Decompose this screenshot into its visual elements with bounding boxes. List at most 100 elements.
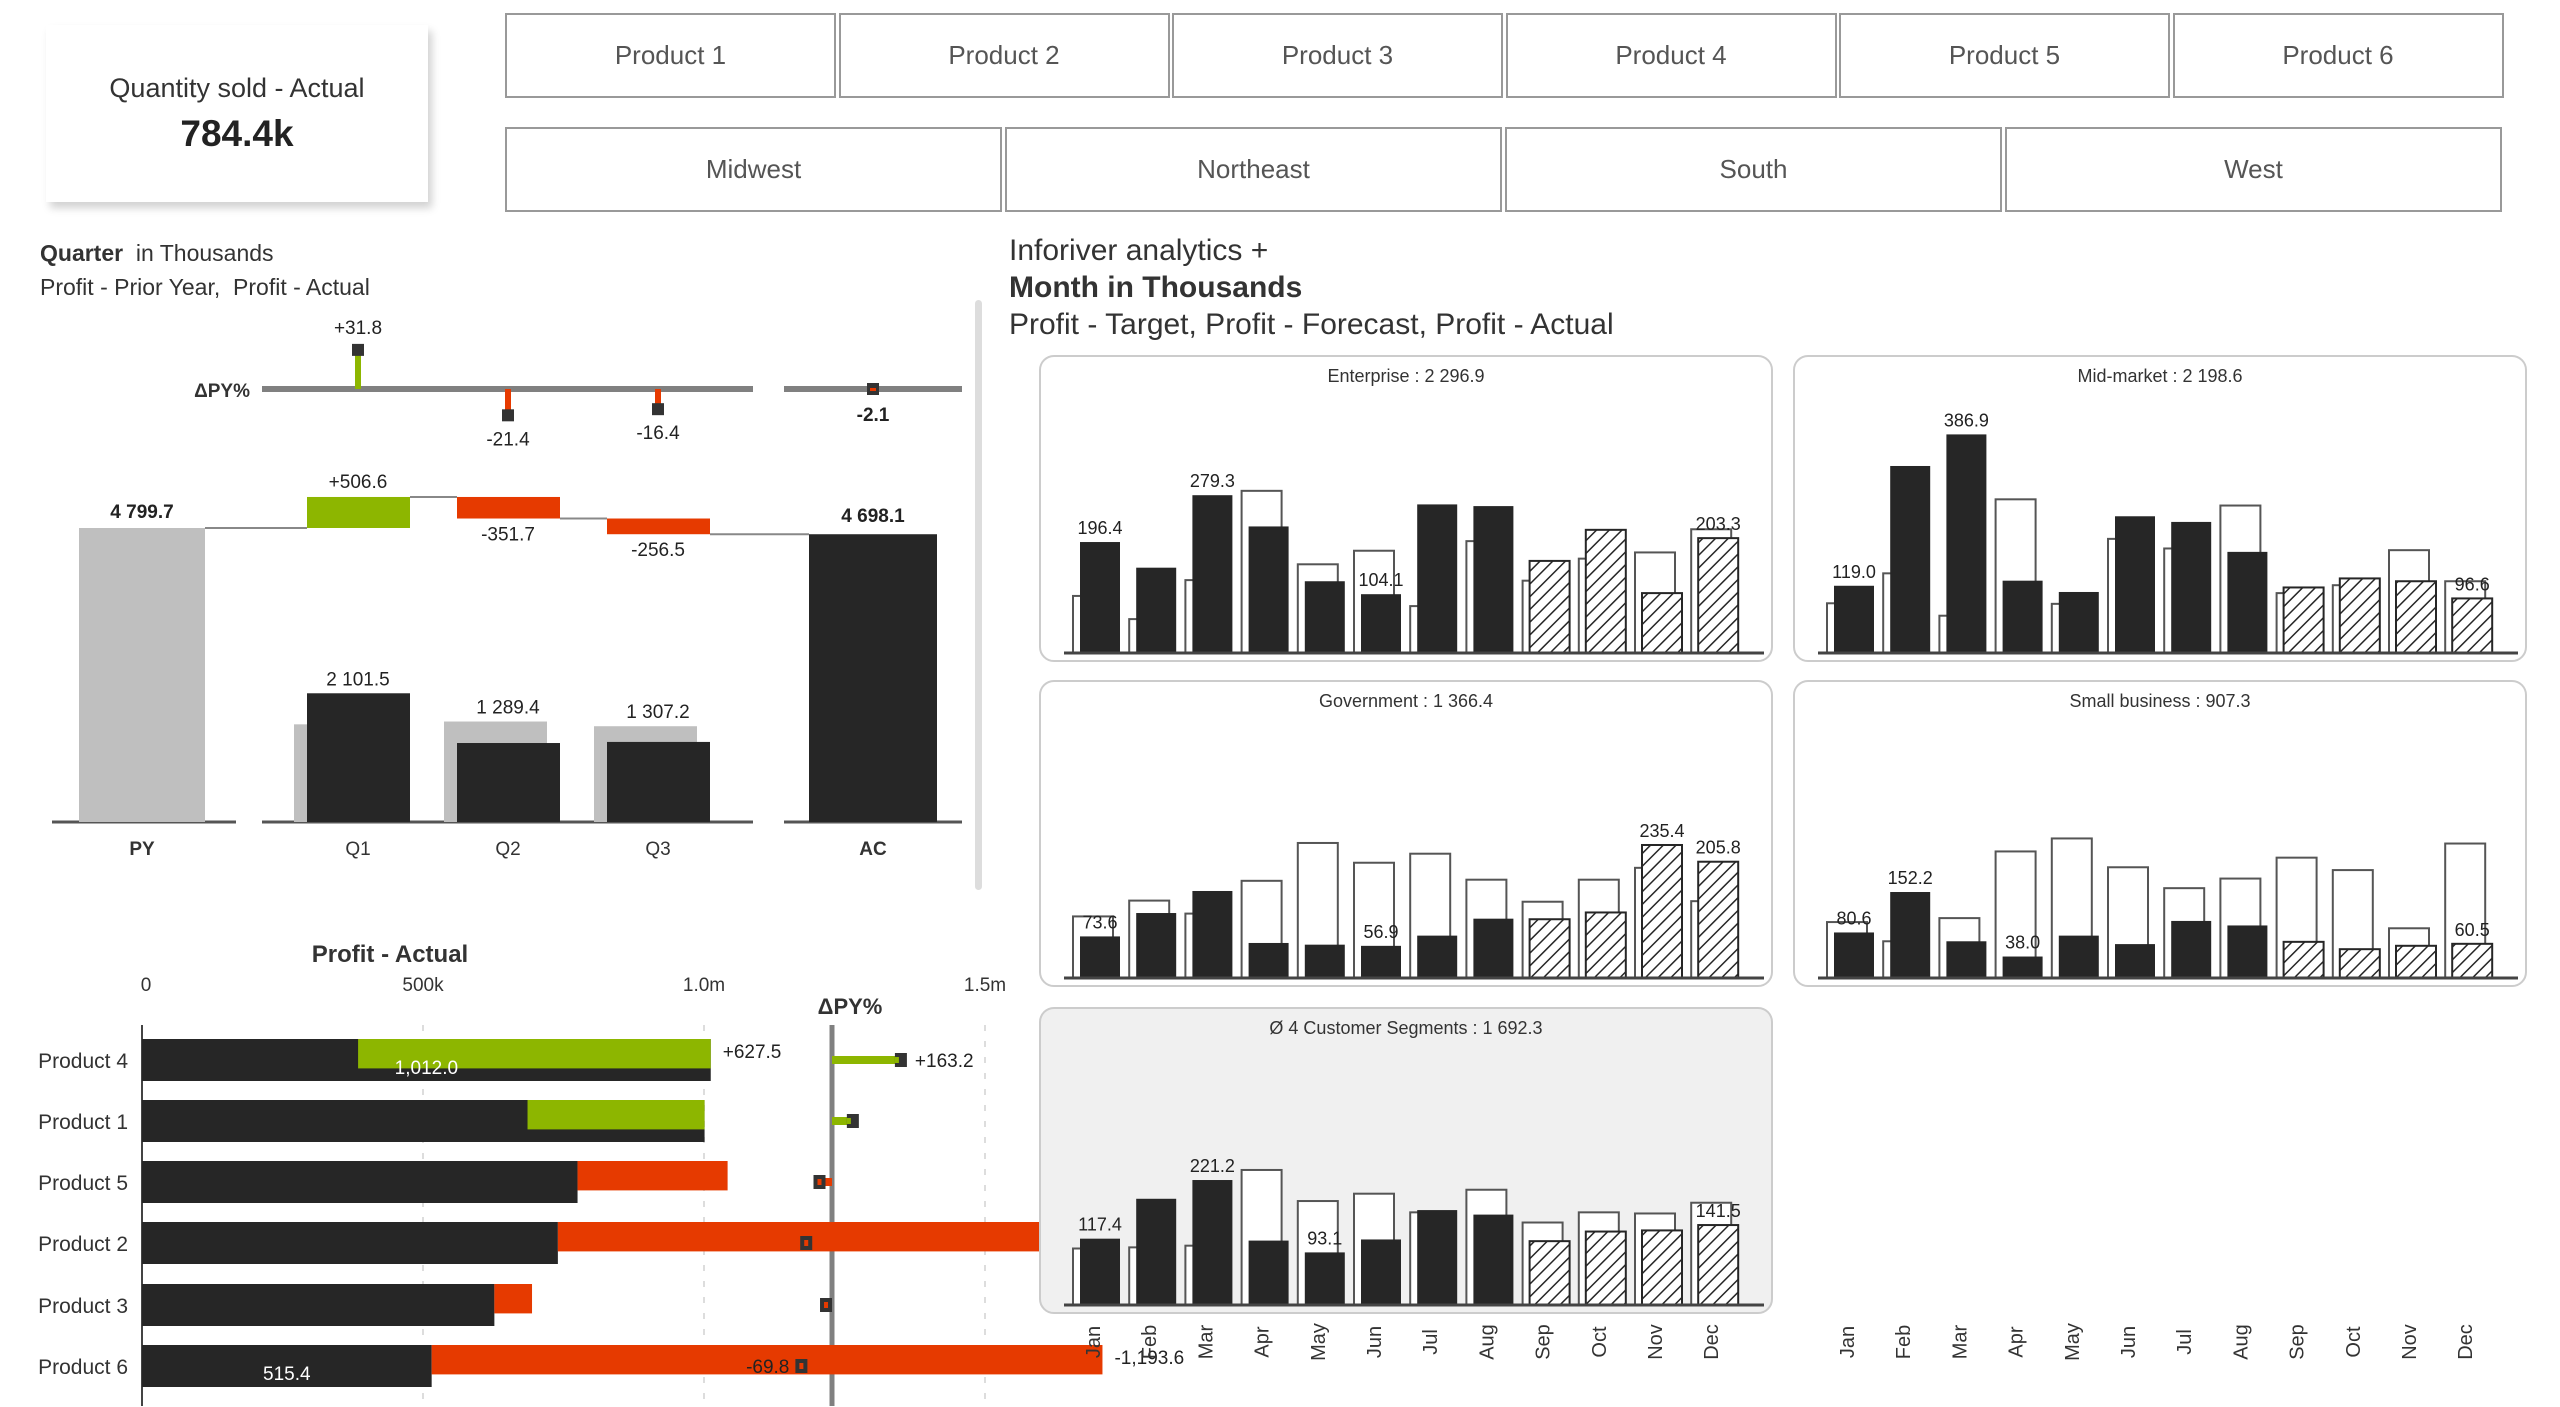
month-label: Sep xyxy=(1533,1324,1555,1360)
kpi-title: Quantity sold - Actual xyxy=(109,73,365,103)
bar-value-label: 141.5 xyxy=(1696,1201,1741,1221)
delta-pct-bar xyxy=(808,1239,832,1247)
bar-forecast xyxy=(1528,559,1571,655)
category-label: Product 3 xyxy=(38,1295,128,1318)
bar-delta-label: +627.5 xyxy=(723,1042,782,1063)
label-delta: +506.6 xyxy=(329,472,388,493)
bar-value-label: 56.9 xyxy=(1363,922,1398,942)
x-tick-label: 500k xyxy=(402,975,444,996)
delta-pct-marker xyxy=(652,403,664,416)
bar-actual xyxy=(1136,1198,1177,1305)
bar-actual xyxy=(1080,936,1120,978)
month-chart-title-2: Month in Thousands xyxy=(1009,271,1303,304)
x-tick-label: 0 xyxy=(141,975,152,996)
delta-pct-bar xyxy=(821,1178,832,1186)
delta-pct-label: -69.8 xyxy=(746,1357,789,1378)
kpi-value: 784.4k xyxy=(180,113,294,154)
bar-delta xyxy=(527,1100,705,1130)
bar-forecast xyxy=(1528,1240,1571,1307)
bar-forecast xyxy=(1641,592,1683,654)
segment-panel: Small business : 907.3 80.6 152.2 38.0 60.5 xyxy=(1793,680,2527,987)
bar-actual xyxy=(1248,526,1289,653)
bar-actual xyxy=(2227,925,2268,978)
bar-actual xyxy=(1890,465,1931,653)
bar-forecast xyxy=(2451,942,2494,980)
bar-quarter-ac xyxy=(457,743,560,822)
bar-actual xyxy=(1304,944,1345,978)
segment-panel: Mid-market : 2 198.6 119.0 386.9 96.6 xyxy=(1793,355,2527,662)
bar-actual xyxy=(1946,434,1987,653)
month-label: Jul xyxy=(1420,1329,1442,1355)
bar-forecast xyxy=(1697,537,1740,654)
bar-actual xyxy=(1890,892,1931,978)
bar-actual xyxy=(142,1222,558,1264)
product-button-6[interactable]: Product 6 xyxy=(2172,13,2504,98)
x-tick-label: 1.0m xyxy=(683,975,725,996)
product-button-3[interactable]: Product 3 xyxy=(1172,13,1503,98)
scrollbar[interactable] xyxy=(975,300,982,890)
bar-actual xyxy=(2058,935,2099,978)
label-delta-pct-ac: -2.1 xyxy=(857,405,890,426)
label-quarter-ac: 1 307.2 xyxy=(626,702,689,723)
bar-value-label: 203.3 xyxy=(1696,514,1741,534)
bar-actual xyxy=(1417,504,1458,653)
bar-inner-label: 1,012.0 xyxy=(395,1058,458,1079)
region-button-west[interactable]: West xyxy=(2005,127,2502,212)
label-delta: -351.7 xyxy=(481,525,535,546)
month-label: Dec xyxy=(2455,1324,2477,1360)
bar-value-label: 73.6 xyxy=(1082,912,1117,932)
bar-value-label: 196.4 xyxy=(1077,518,1122,538)
bar-actual xyxy=(142,1161,578,1203)
bar-value-label: 38.0 xyxy=(2005,933,2040,953)
panel-title: Small business : 907.3 xyxy=(2069,691,2250,711)
bar-value-label: 117.4 xyxy=(1078,1215,1122,1235)
delta-pct-label: +163.2 xyxy=(915,1051,974,1072)
bar-py xyxy=(79,528,205,822)
product-button-2[interactable]: Product 2 xyxy=(838,13,1170,98)
bar-delta xyxy=(494,1284,533,1314)
bar-actual xyxy=(1248,1240,1289,1305)
delta-pct-bar xyxy=(832,1117,851,1125)
bar-value-label: 119.0 xyxy=(1832,562,1876,582)
month-label: Oct xyxy=(2343,1326,2365,1358)
delta-pct-marker-core xyxy=(799,1363,804,1369)
product-button-5[interactable]: Product 5 xyxy=(1839,13,2170,98)
bar-ac xyxy=(809,534,937,822)
bar-delta xyxy=(457,496,560,519)
region-button-midwest[interactable]: Midwest xyxy=(505,127,1002,212)
bar-value-label: 96.6 xyxy=(2455,574,2490,594)
bar-delta xyxy=(577,1161,728,1191)
bar-actual xyxy=(2058,591,2099,653)
delta-pct-pin-ac xyxy=(870,388,876,391)
product-button-1[interactable]: Product 1 xyxy=(505,13,836,98)
label-delta-pct: -21.4 xyxy=(486,429,530,450)
quarter-waterfall-chart: 4 799.7 4 698.1 ΔPY% 2 101.5 Q1 +506.6 +31.8 1 … xyxy=(52,318,962,860)
delta-pct-marker-core xyxy=(804,1240,809,1246)
bar-actual xyxy=(1080,542,1120,653)
kpi-card: Quantity sold - Actual 784.4k xyxy=(46,25,428,202)
month-label: Jan xyxy=(1837,1326,1859,1358)
bar-actual xyxy=(1361,594,1401,653)
bar-value-label: 80.6 xyxy=(1836,908,1871,928)
category-label-ac: AC xyxy=(859,839,887,860)
month-chart-subtitle: Profit - Target, Profit - Forecast, Prof… xyxy=(1009,308,1614,341)
product-button-4[interactable]: Product 4 xyxy=(1505,13,1837,98)
bar-actual xyxy=(142,1284,495,1326)
category-label: Q3 xyxy=(645,839,670,860)
quarter-title-bold: Quarter xyxy=(40,240,124,266)
delta-pct-marker-core xyxy=(846,1118,851,1124)
bar-value-label: 279.3 xyxy=(1190,471,1235,491)
bar-actual xyxy=(1192,1180,1233,1305)
bar-delta xyxy=(307,496,410,528)
bar-delta xyxy=(607,518,710,535)
bar-quarter-ac xyxy=(607,741,710,822)
month-label: Feb xyxy=(1893,1325,1915,1359)
region-button-northeast[interactable]: Northeast xyxy=(1005,127,1502,212)
month-label: Mar xyxy=(1195,1324,1217,1359)
month-label: Feb xyxy=(1139,1325,1161,1359)
bar-actual xyxy=(1304,581,1345,653)
bar-forecast xyxy=(2282,940,2325,980)
month-label: Jan xyxy=(1083,1326,1105,1358)
label-py: 4 799.7 xyxy=(110,502,173,523)
region-button-south[interactable]: South xyxy=(1505,127,2002,212)
